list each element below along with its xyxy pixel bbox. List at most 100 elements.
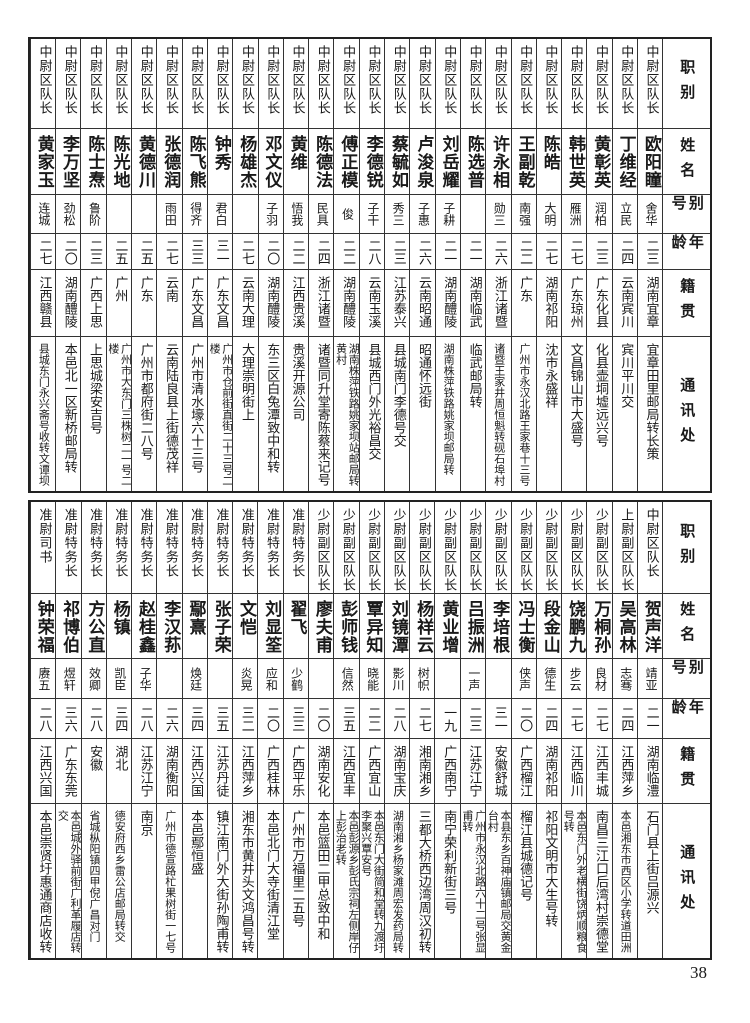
- native-place: 云南宾川: [618, 276, 634, 328]
- alias: 鲁阶: [87, 202, 102, 226]
- alias-cell: 子干: [359, 195, 385, 234]
- address: 本邑北门大寺街清江堂: [263, 810, 279, 940]
- native-place-cell: 湖南衡阳: [157, 739, 182, 804]
- header-label: 年龄: [669, 699, 705, 724]
- person-name-cell: 刘镜潭: [384, 594, 410, 659]
- native-place-cell: 广西平乐: [283, 739, 308, 804]
- job-title-cell: 少尉副区队长: [410, 502, 435, 594]
- address-cell: 镇江南门外大街孙陶甫转: [208, 804, 232, 958]
- alias-cell: 劲松: [56, 195, 81, 234]
- job-title-cell: 少尉副区队长: [435, 502, 460, 594]
- person-name-cell: 钟秀: [207, 129, 233, 195]
- age: 二三: [87, 238, 103, 265]
- alias-cell: [132, 195, 157, 234]
- job-title: 准尉特务长: [263, 508, 279, 578]
- person-name-cell: 傅正模: [334, 129, 359, 195]
- roster-entry: 准尉特务长 张子荣 三五 江苏丹徒 镇江南门外大街孙陶甫转: [206, 502, 233, 958]
- address: 临武邮局转: [466, 343, 482, 408]
- alias-cell: 鲁阶: [81, 195, 106, 234]
- native-place-cell: 江苏泰兴: [385, 270, 410, 337]
- job-title: 中尉区队长: [643, 508, 659, 578]
- address: 诸暨同升堂寄陈蔡来记号: [314, 343, 330, 486]
- alias: 得齐: [188, 202, 203, 226]
- age-cell: 三四: [106, 699, 132, 739]
- job-title-cell: 少尉副区队长: [334, 502, 359, 594]
- native-place: 江西丰城: [593, 745, 609, 797]
- person-name-cell: 钟荣福: [30, 594, 56, 659]
- alias-cell: 君白: [207, 195, 233, 234]
- address: 湖南株萍铁路姚家坝邮局转: [442, 343, 456, 475]
- age: 二四: [314, 238, 330, 265]
- address-cell: 本邑湘东市西区小学转道田洲: [613, 804, 637, 958]
- alias: 赓五: [36, 666, 51, 691]
- native-place: 广西榴江: [517, 745, 533, 797]
- address-cell: 德安府西乡雷公店邮局转交: [107, 804, 131, 958]
- roster-entry: 准尉特务长 文恺 炎晃 三二 江西萍乡 湘东市黄井头文鸿昌号转: [232, 502, 258, 958]
- address: 本县东乡百神庙镇邮局交黄金台村: [486, 810, 511, 953]
- job-title: 中尉区队长: [643, 45, 659, 115]
- alias: 靖亚: [644, 666, 659, 691]
- address-cell: 大理崇明街上: [233, 337, 257, 491]
- alias-cell: 德生: [536, 659, 562, 699]
- native-place: 湖南醴陵: [441, 276, 457, 328]
- person-name: 许永相: [489, 135, 510, 189]
- alias: 子干: [365, 202, 380, 226]
- person-name-cell: 万桐孙: [587, 594, 612, 659]
- roster-entry: 少尉副区队长 覃异知 晓能 二二 广西宜山 本邑东门大街简和堂转九渡圩李聚兴覃安号: [358, 502, 384, 958]
- address-cell: 本邑篮田二甲总致中和: [309, 804, 333, 958]
- native-place: 湖南祁阳: [542, 745, 558, 797]
- age: 二一: [466, 238, 482, 265]
- native-place: 湖南醴陵: [264, 276, 280, 328]
- person-name-cell: 黄德川: [132, 129, 157, 195]
- job-title-cell: 中尉区队长: [81, 39, 106, 129]
- alias-cell: 焕廷: [182, 659, 207, 699]
- address: 云南陆良县上街德茂祥: [162, 343, 178, 473]
- native-place-cell: 浙江诸暨: [486, 270, 511, 337]
- age: 二七: [542, 238, 558, 265]
- roster-entry: 中尉区队长 卢浚泉 子惠 二六 云南昭通 昭通怀远街: [409, 39, 435, 491]
- person-name: 陈光地: [109, 135, 130, 189]
- native-place-cell: 广东文昌: [207, 270, 233, 337]
- address: 本邑北一区新桥邮局转: [61, 343, 77, 473]
- person-name-cell: 陈士焘: [81, 129, 106, 195]
- roster-table-top: 职别 姓名 别号 年龄 籍贯 通讯处 中尉区队长 欧阳瞳 舍华 二三 湖南宜章 宜章田里邮局转长策 中尉…: [28, 37, 712, 493]
- roster-entry: 中尉区队长 陈飞熊 得齐 三三 广东文昌 广州市清水壕六十三号: [181, 39, 207, 491]
- address: 湖南株萍铁路姚家坝站邮局转黄村: [334, 343, 359, 486]
- job-title-cell: 少尉副区队长: [562, 502, 587, 594]
- address-cell: 本邑鄢恒盛: [183, 804, 207, 958]
- alias: 德生: [542, 666, 557, 691]
- address-cell: 本邑崇贤圩惠通商店收转: [31, 804, 55, 958]
- address-cell: 广州市大东门三株树二一号二楼: [107, 337, 131, 491]
- person-name: 刘岳耀: [438, 135, 459, 189]
- alias-cell: 子惠: [410, 195, 435, 234]
- person-name: 李德锐: [362, 135, 383, 189]
- alias-cell: 南强: [511, 195, 536, 234]
- native-place: 湖北: [112, 745, 128, 771]
- person-name-cell: 冯士衡: [511, 594, 536, 659]
- roster-entry: 中尉区队长 蔡毓如 秀三 二三 江苏泰兴 县城南门李德号交: [384, 39, 410, 491]
- alias: 凯臣: [112, 666, 127, 691]
- age-cell: 二一: [460, 234, 486, 270]
- address: 大理崇明街上: [238, 343, 254, 421]
- job-title-cell: 准尉特务长: [157, 502, 182, 594]
- native-place: 湖南安化: [314, 745, 330, 797]
- person-name: 陈选普: [463, 135, 484, 189]
- address-cell: 本邑彭源乡彭氏宗祠左侧岸仔上彭治老转: [334, 804, 358, 958]
- person-name: 方公直: [84, 600, 105, 654]
- age-cell: 二七: [587, 699, 612, 739]
- header-cell: 年龄: [663, 699, 710, 739]
- person-name: 覃异知: [362, 600, 383, 654]
- age: 三四: [188, 705, 204, 732]
- address-cell: 宾川平川交: [613, 337, 637, 491]
- job-title-cell: 少尉副区队长: [511, 502, 536, 594]
- native-place-cell: 云南大理: [233, 270, 258, 337]
- alias: 树帜: [416, 666, 431, 691]
- person-name: 刘镜潭: [387, 600, 408, 654]
- native-place: 江苏丹徒: [213, 745, 229, 797]
- person-name: 钟荣福: [33, 600, 54, 654]
- job-title-cell: 中尉区队长: [587, 39, 612, 129]
- native-place-cell: 江西兴国: [30, 739, 56, 804]
- native-place-cell: 江西丰城: [587, 739, 612, 804]
- age: 二六: [491, 238, 507, 265]
- roster-entry: 少尉副区队长 冯士衡 侠声 二〇 广西榴江 榴江县城德记号: [510, 502, 536, 958]
